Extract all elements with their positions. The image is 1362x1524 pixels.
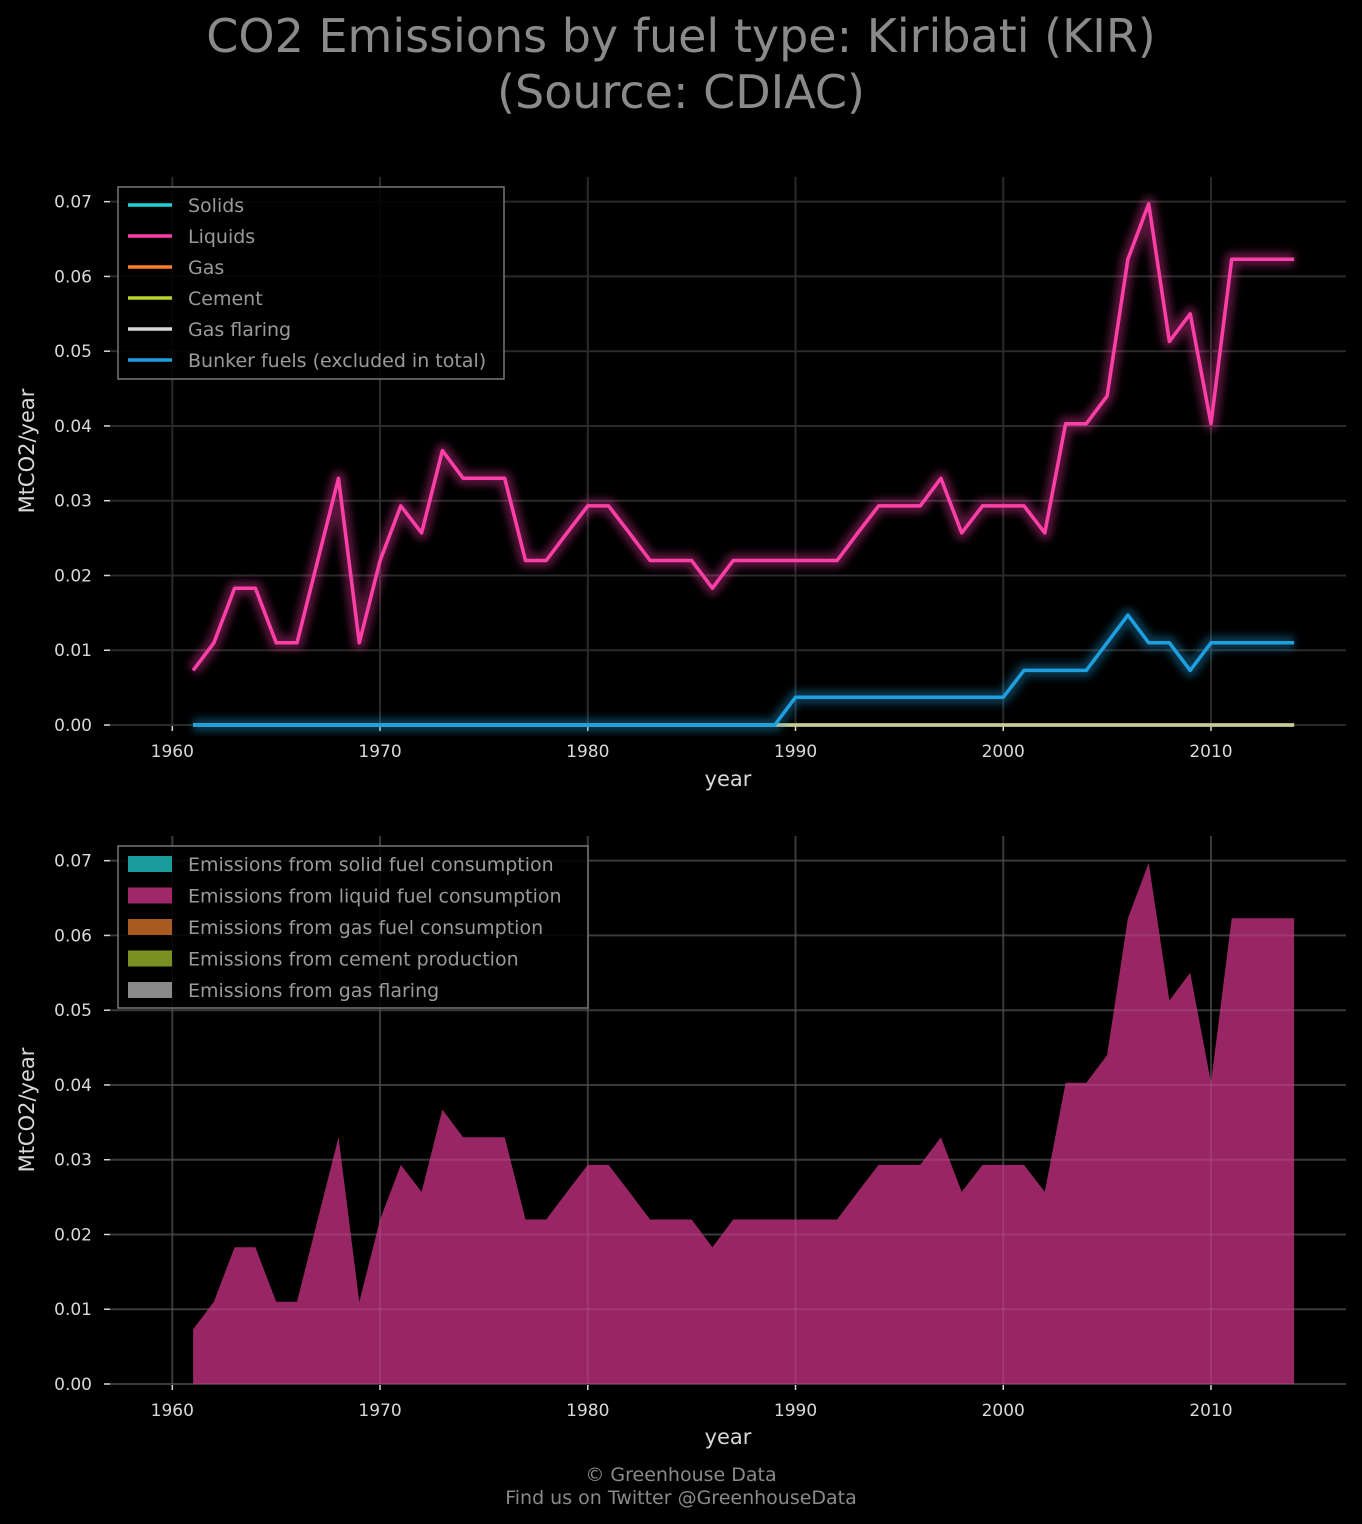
legend-item-liquids: Liquids bbox=[128, 226, 255, 248]
legend-swatch bbox=[128, 950, 172, 967]
legend-label: Liquids bbox=[188, 226, 255, 248]
legend: Emissions from solid fuel consumption Emi… bbox=[117, 845, 589, 1009]
y-tick-label: 0.01 bbox=[54, 641, 92, 661]
y-tick-label: 0.02 bbox=[54, 566, 92, 586]
footer-twitter: Find us on Twitter @GreenhouseData bbox=[505, 1487, 857, 1509]
legend-label: Emissions from liquid fuel consumption bbox=[188, 886, 562, 908]
series-emissions-from-gas-flaring bbox=[193, 862, 1295, 1330]
x-tick-label: 1990 bbox=[774, 742, 817, 762]
x-tick-label: 1980 bbox=[566, 742, 609, 762]
y-tick-label: 0.05 bbox=[54, 342, 92, 362]
series-group bbox=[187, 196, 1295, 732]
x-tick-label: 1970 bbox=[358, 742, 401, 762]
y-tick-label: 0.07 bbox=[54, 193, 92, 213]
legend-item-gas: Gas bbox=[128, 257, 224, 279]
legend-swatch bbox=[128, 887, 172, 904]
area-fill bbox=[193, 862, 1295, 1384]
legend-swatch bbox=[128, 856, 172, 872]
legend-item-emissions-from-gas-flaring: Emissions from gas flaring bbox=[128, 980, 439, 1002]
legend-label: Emissions from cement production bbox=[188, 949, 519, 971]
footer-copyright: © Greenhouse Data bbox=[585, 1464, 777, 1486]
legend-label: Gas flaring bbox=[188, 319, 291, 341]
y-tick-label: 0.07 bbox=[54, 852, 92, 872]
x-tick-label: 1980 bbox=[566, 1401, 609, 1421]
area-chart-panel: 1960 1970 1980 1990 2000 2010 0.00 0.01 0.02 0.03… bbox=[15, 836, 1346, 1449]
x-tick-label: 2010 bbox=[1189, 1401, 1232, 1421]
line-chart-panel: 1960 1970 1980 1990 2000 2010 0.00 0.01 0.02 0.03… bbox=[15, 177, 1346, 791]
y-tick-label: 0.03 bbox=[54, 492, 92, 512]
legend-item-emissions-from-cement-production: Emissions from cement production bbox=[128, 949, 519, 971]
chart-title: CO2 Emissions by fuel type: Kiribati (KI… bbox=[0, 8, 1362, 120]
legend-box bbox=[117, 845, 589, 1009]
x-tick-label: 2000 bbox=[982, 1401, 1025, 1421]
legend-item-emissions-from-solid-fuel-consumption: Emissions from solid fuel consumption bbox=[128, 854, 554, 876]
y-tick-label: 0.04 bbox=[54, 1076, 92, 1096]
legend-box bbox=[117, 186, 505, 380]
series-bunker-fuels-excluded-in-total bbox=[193, 608, 1295, 732]
legend: Solids Liquids Gas Cement Gas flaring Bunker … bbox=[117, 186, 505, 380]
legend-item-emissions-from-liquid-fuel-consumption: Emissions from liquid fuel consumption bbox=[128, 886, 562, 908]
x-tick-label: 1990 bbox=[774, 1401, 817, 1421]
legend-swatch bbox=[128, 982, 172, 998]
legend-label: Emissions from gas fuel consumption bbox=[188, 917, 543, 939]
legend-label: Cement bbox=[188, 288, 263, 310]
y-tick-label: 0.05 bbox=[54, 1001, 92, 1021]
series-line bbox=[191, 202, 1295, 672]
y-tick-label: 0.03 bbox=[54, 1151, 92, 1171]
legend-item-solids: Solids bbox=[128, 195, 244, 217]
x-tick-label: 2000 bbox=[982, 742, 1025, 762]
legend-label: Solids bbox=[188, 195, 244, 217]
legend-item-cement: Cement bbox=[128, 288, 263, 310]
x-tick-label: 1960 bbox=[151, 742, 194, 762]
series-liquids bbox=[187, 196, 1295, 675]
legend-label: Emissions from gas flaring bbox=[188, 980, 439, 1002]
chart-title-line1: CO2 Emissions by fuel type: Kiribati (KI… bbox=[206, 9, 1156, 63]
y-tick-label: 0.00 bbox=[54, 1375, 92, 1395]
legend-label: Gas bbox=[188, 257, 224, 279]
legend-item-emissions-from-gas-fuel-consumption: Emissions from gas fuel consumption bbox=[128, 917, 543, 939]
x-axis-label: year bbox=[705, 767, 752, 791]
x-tick-label: 1960 bbox=[151, 1401, 194, 1421]
chart-title-line2: (Source: CDIAC) bbox=[497, 65, 865, 119]
y-tick-label: 0.01 bbox=[54, 1300, 92, 1320]
legend-swatch bbox=[128, 919, 172, 935]
y-tick-label: 0.06 bbox=[54, 267, 92, 287]
legend-item-bunker-fuels-excluded-in-total: Bunker fuels (excluded in total) bbox=[128, 350, 486, 372]
x-tick-label: 1970 bbox=[358, 1401, 401, 1421]
series-line bbox=[193, 613, 1295, 727]
legend-label: Emissions from solid fuel consumption bbox=[188, 854, 554, 876]
legend-label: Bunker fuels (excluded in total) bbox=[188, 350, 486, 372]
y-tick-label: 0.06 bbox=[54, 926, 92, 946]
y-axis-label: MtCO2/year bbox=[15, 1047, 39, 1172]
y-tick-label: 0.00 bbox=[54, 716, 92, 736]
legend-item-gas-flaring: Gas flaring bbox=[128, 319, 291, 341]
y-tick-label: 0.02 bbox=[54, 1225, 92, 1245]
y-tick-label: 0.04 bbox=[54, 417, 92, 437]
x-axis-label: year bbox=[705, 1425, 752, 1449]
x-tick-label: 2010 bbox=[1189, 742, 1232, 762]
y-axis-label: MtCO2/year bbox=[15, 388, 39, 513]
footer: © Greenhouse Data Find us on Twitter @Gr… bbox=[0, 1464, 1362, 1510]
